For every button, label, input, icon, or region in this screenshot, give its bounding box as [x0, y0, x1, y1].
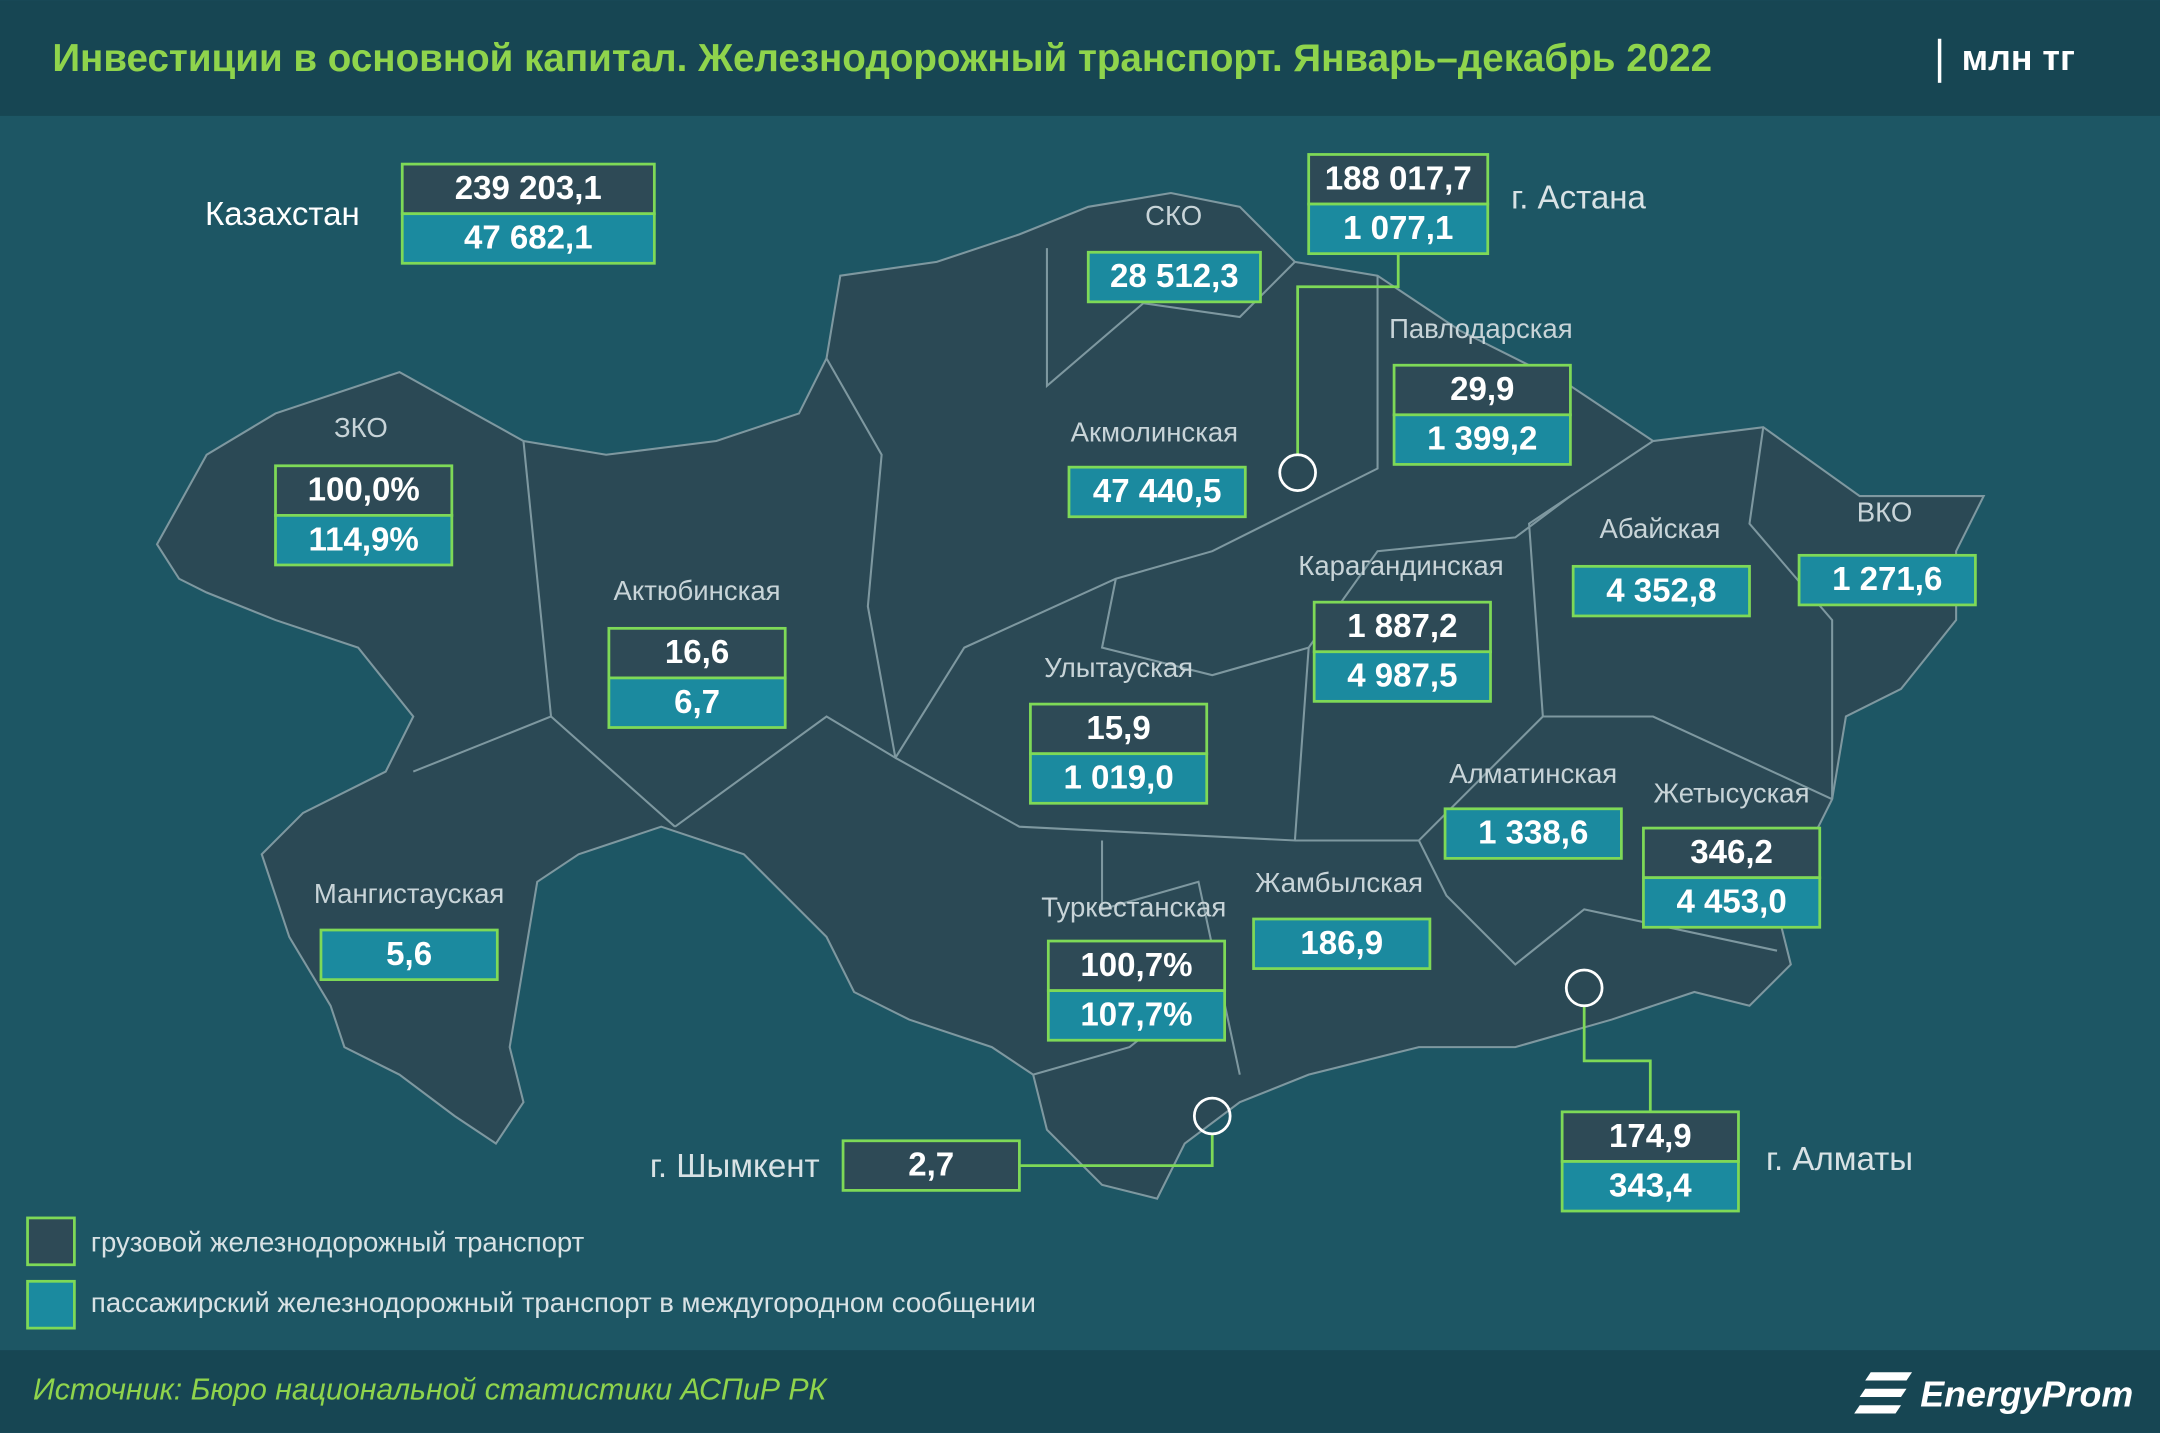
region-name: Павлодарская — [1389, 313, 1573, 344]
passenger-value: 1 338,6 — [1478, 815, 1588, 852]
region-name: Улытауская — [1044, 652, 1193, 683]
passenger-value: 114,9% — [309, 521, 419, 558]
passenger-box — [607, 676, 787, 729]
source: Источник: Бюро национальной статистики А… — [33, 1374, 829, 1407]
passenger-box — [1312, 650, 1492, 703]
unit: млн тг — [1962, 38, 2075, 78]
cargo-value: 15,9 — [1086, 710, 1150, 747]
region-name: Жамбылская — [1255, 867, 1423, 898]
region-name: Акмолинская — [1071, 416, 1238, 447]
region-name: г. Алматы — [1766, 1141, 1913, 1178]
region-name: ВКО — [1857, 496, 1913, 527]
passenger-box — [1029, 752, 1209, 805]
cargo-box — [841, 1139, 1021, 1192]
cargo-value: 2,7 — [908, 1147, 954, 1184]
cargo-box — [1046, 939, 1227, 993]
cargo-value: 188 017,7 — [1325, 160, 1472, 197]
legend-swatch-passenger — [26, 1279, 76, 1330]
passenger-box — [1046, 989, 1227, 1042]
cargo-value: 16,6 — [665, 634, 729, 671]
passenger-box — [1392, 413, 1572, 466]
passenger-value: 107,7% — [1080, 997, 1192, 1034]
passenger-value: 186,9 — [1300, 925, 1383, 962]
passenger-value: 6,7 — [674, 684, 720, 721]
title: Инвестиции в основной капитал. Железнодо… — [52, 37, 1712, 80]
passenger-value: 1 399,2 — [1427, 421, 1537, 458]
passenger-box — [1443, 807, 1623, 860]
passenger-box — [1252, 917, 1432, 970]
passenger-value: 343,4 — [1609, 1167, 1692, 1204]
passenger-value: 1 077,1 — [1343, 210, 1453, 247]
legend-passenger: пассажирский железнодорожный транспорт в… — [91, 1287, 1036, 1318]
legend-swatch-cargo — [26, 1216, 76, 1267]
region-name: Туркестанская — [1041, 892, 1226, 923]
region-name: СКО — [1145, 200, 1202, 231]
passenger-box — [1797, 553, 1977, 607]
region-name: Казахстан — [205, 196, 360, 233]
passenger-value: 4 352,8 — [1606, 572, 1716, 609]
footer-bar — [0, 1350, 2160, 1433]
passenger-value: 4 987,5 — [1347, 658, 1457, 695]
passenger-box — [400, 212, 656, 265]
passenger-box — [1307, 202, 1490, 256]
passenger-value: 5,6 — [386, 936, 432, 973]
passenger-box — [1067, 465, 1247, 519]
passenger-box — [1086, 250, 1262, 304]
cargo-box — [1642, 826, 1822, 880]
region-name: Жетысуская — [1654, 777, 1810, 808]
region-name: Карагандинская — [1298, 550, 1503, 581]
region-name: г. Шымкент — [650, 1148, 820, 1185]
cargo-value: 1 887,2 — [1347, 608, 1457, 645]
connectors — [1019, 253, 1652, 1167]
logo: EnergyProm — [1920, 1374, 2133, 1414]
region-name: Алматинская — [1449, 758, 1617, 789]
passenger-value: 1 271,6 — [1832, 561, 1942, 598]
cargo-value: 174,9 — [1609, 1118, 1692, 1155]
city-markers — [1192, 453, 1604, 1136]
title-bar — [0, 0, 2160, 116]
region-name: Актюбинская — [614, 575, 781, 606]
passenger-value: 28 512,3 — [1110, 258, 1239, 295]
cargo-box — [1029, 702, 1209, 756]
passenger-box — [1560, 1160, 1740, 1213]
passenger-box — [1642, 876, 1822, 929]
cargo-value: 29,9 — [1450, 371, 1514, 408]
passenger-box — [274, 514, 454, 567]
cargo-box — [607, 626, 787, 680]
passenger-box — [1571, 564, 1751, 618]
cargo-box — [1560, 1110, 1740, 1163]
passenger-value: 47 682,1 — [464, 220, 593, 257]
cargo-box — [274, 464, 454, 517]
region-name: Абайская — [1599, 513, 1720, 544]
passenger-box — [319, 928, 499, 981]
cargo-value: 346,2 — [1690, 834, 1773, 871]
region-name: Мангистауская — [314, 878, 504, 909]
region-name: ЗКО — [334, 412, 388, 443]
logo-icon — [1854, 1372, 1913, 1414]
cargo-box — [1312, 600, 1492, 654]
region-name: г. Астана — [1511, 180, 1646, 217]
passenger-value: 4 453,0 — [1676, 884, 1786, 921]
passenger-value: 1 019,0 — [1063, 760, 1173, 797]
cargo-value: 100,0% — [308, 472, 420, 509]
passenger-value: 47 440,5 — [1093, 473, 1222, 510]
legend-cargo: грузовой железнодорожный транспорт — [91, 1226, 585, 1257]
cargo-value: 239 203,1 — [455, 170, 602, 207]
cargo-value: 100,7% — [1080, 947, 1192, 984]
